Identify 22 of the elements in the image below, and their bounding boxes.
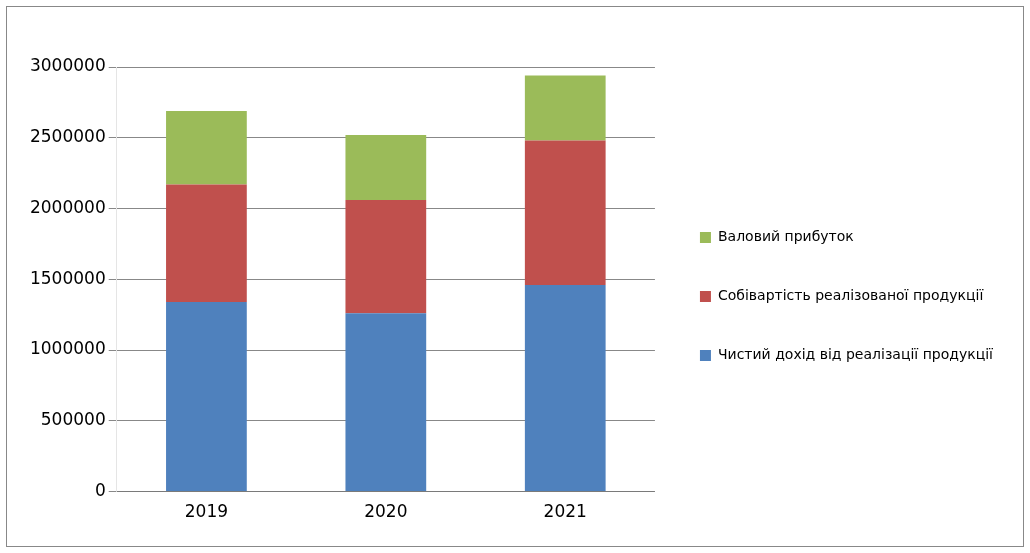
bar (345, 134, 427, 201)
x-tick-label: 2020 (364, 501, 408, 522)
legend-label: Собівартість реалізованої продукції (717, 287, 984, 304)
x-tick-label: 2019 (184, 501, 229, 522)
bar (524, 75, 606, 141)
y-tick-label: 2500000 (29, 126, 106, 147)
bar (345, 313, 427, 492)
y-tick-label: 1000000 (29, 338, 106, 359)
bar (166, 110, 247, 185)
y-tick-label: 3000000 (29, 55, 106, 76)
bar (166, 301, 247, 492)
legend-label: Валовий прибуток (717, 228, 854, 245)
bar (524, 140, 606, 285)
bar (524, 284, 606, 492)
y-tick-label: 500000 (40, 409, 106, 430)
legend-label: Чистий дохід від реалізації продукції (717, 346, 994, 363)
y-tick-label: 0 (94, 480, 106, 501)
bar (345, 200, 427, 314)
x-tick-label: 2021 (543, 501, 587, 522)
y-tick-label: 2000000 (29, 196, 106, 217)
y-tick-label: 1500000 (29, 267, 106, 288)
bar (166, 184, 247, 302)
